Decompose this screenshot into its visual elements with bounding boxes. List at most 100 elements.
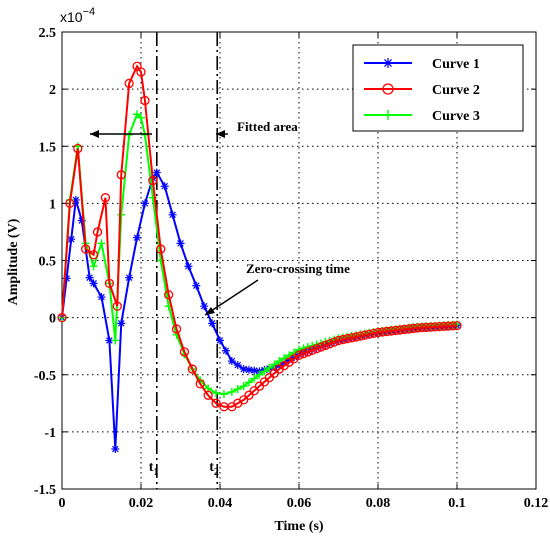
data-point <box>233 385 242 394</box>
legend: Curve 1 Curve 2 Curve 3 <box>352 44 524 132</box>
data-point <box>156 244 166 254</box>
data-point <box>171 324 182 334</box>
data-point <box>140 95 150 106</box>
annotations: Fitted area Zero-crossing time <box>90 119 350 316</box>
data-point <box>275 357 284 366</box>
data-point <box>133 233 142 242</box>
data-point <box>316 342 326 352</box>
data-point <box>439 321 449 332</box>
data-point <box>382 326 392 337</box>
fitted-area-arrowhead-right <box>216 130 225 138</box>
series-line <box>61 112 458 396</box>
y-exponent-label: x10−4 <box>60 6 95 25</box>
data-point <box>285 355 294 364</box>
data-point <box>382 83 394 95</box>
data-point <box>65 198 75 209</box>
data-point <box>184 262 193 271</box>
data-point <box>216 336 224 345</box>
x-tick-label: 0.12 <box>524 496 549 511</box>
data-point <box>227 387 236 396</box>
data-point <box>77 216 86 225</box>
data-point <box>250 366 259 375</box>
data-point <box>85 273 94 282</box>
data-point <box>417 323 427 333</box>
data-point <box>383 58 393 68</box>
data-point <box>260 367 269 376</box>
data-point <box>105 336 114 345</box>
data-point <box>290 353 299 362</box>
x-tick-label: 0.04 <box>208 496 233 511</box>
data-point <box>342 334 352 344</box>
data-point <box>111 445 120 454</box>
data-point <box>227 357 236 366</box>
data-point <box>347 333 357 343</box>
data-point <box>195 379 205 389</box>
data-point <box>116 170 126 180</box>
y-tick-labels: -1.5 -1 -0.5 0 0.5 1 1.5 2 2.5 <box>34 26 56 498</box>
data-point <box>355 331 366 341</box>
x-axis-label: Time (s) <box>274 519 323 534</box>
data-point <box>404 324 414 334</box>
y-tick-label: 0 <box>49 312 56 327</box>
y-axis-label: Amplitude (V) <box>6 218 21 305</box>
data-point <box>280 358 289 367</box>
data-point <box>390 325 401 336</box>
data-point <box>377 327 388 337</box>
data-point <box>104 278 115 289</box>
data-point <box>307 345 317 356</box>
data-point <box>233 361 242 370</box>
data-point <box>125 130 134 139</box>
data-point <box>270 360 279 369</box>
data-point <box>112 301 122 311</box>
data-point <box>373 327 383 338</box>
data-point <box>412 323 423 333</box>
data-point <box>203 390 213 400</box>
data-point <box>303 347 313 357</box>
data-point <box>71 195 80 204</box>
threshold-label: t2 <box>209 460 219 478</box>
data-point <box>133 110 142 119</box>
data-point <box>212 389 221 398</box>
data-point <box>325 339 335 349</box>
data-point <box>311 344 322 354</box>
data-point <box>117 210 126 219</box>
data-point <box>239 365 248 374</box>
data-point <box>239 382 248 391</box>
x-tick-label: 0.02 <box>129 496 154 511</box>
data-point <box>200 302 209 311</box>
data-point <box>383 110 393 120</box>
y-tick-label: 1.5 <box>39 140 57 155</box>
x-tick-label: 0 <box>59 496 66 511</box>
data-point <box>117 319 126 328</box>
y-tick-label: 2 <box>49 83 56 98</box>
data-point <box>249 386 259 396</box>
x-tick-label: 0.1 <box>448 496 466 511</box>
data-point <box>136 67 146 77</box>
data-point <box>221 346 230 355</box>
data-point <box>395 325 405 335</box>
data-point <box>100 193 111 203</box>
data-point <box>179 347 190 357</box>
data-point <box>137 113 145 122</box>
data-point <box>408 323 418 334</box>
data-point <box>244 365 253 374</box>
x-tick-labels: 0 0.02 0.04 0.06 0.08 0.1 0.12 <box>59 496 549 511</box>
data-point <box>219 390 228 399</box>
data-point <box>430 322 440 332</box>
data-point <box>244 390 254 400</box>
data-point <box>298 349 309 359</box>
legend-label: Curve 1 <box>432 57 480 72</box>
data-point <box>81 244 91 254</box>
data-point <box>386 326 396 336</box>
data-point <box>160 182 169 191</box>
data-point <box>443 321 453 331</box>
data-point <box>329 337 339 347</box>
y-tick-label: 0.5 <box>39 255 57 270</box>
legend-items: Curve 1 Curve 2 Curve 3 <box>364 57 480 124</box>
data-point <box>351 332 361 342</box>
data-point <box>89 262 98 271</box>
data-point <box>244 378 253 387</box>
data-point <box>73 143 83 154</box>
data-point <box>89 279 98 288</box>
